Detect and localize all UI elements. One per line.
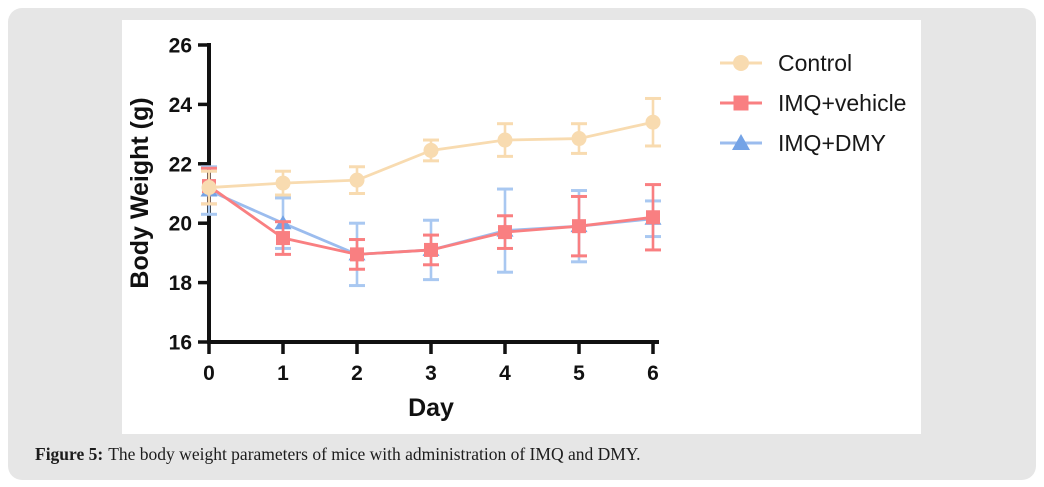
triangle-marker-icon (720, 134, 762, 150)
x-tick-label: 1 (277, 362, 289, 385)
body-weight-chart: 16 18 20 22 24 26 0 1 2 3 4 5 6 Day Body Weight (g) (126, 35, 662, 422)
caption-label: Figure 5: (35, 444, 104, 464)
y-tick-label: 16 (169, 332, 192, 355)
square-marker (350, 247, 364, 262)
figure-caption: Figure 5: The body weight parameters of m… (35, 444, 641, 465)
square-marker (276, 231, 290, 246)
circle-marker-icon (720, 55, 762, 71)
legend-item-control: Control (718, 48, 906, 78)
x-tick-label: 3 (425, 362, 437, 385)
x-tick-label: 0 (203, 362, 215, 385)
figure-panel: 16 18 20 22 24 26 0 1 2 3 4 5 6 Day Body Weight (g) Co… (8, 8, 1036, 480)
y-tick-label: 22 (169, 153, 192, 176)
circle-marker (201, 180, 217, 196)
square-marker (572, 219, 586, 234)
legend-label: Control (778, 49, 853, 76)
caption-text: The body weight parameters of mice with … (108, 444, 641, 464)
legend-item-imq-dmy: IMQ+DMY (718, 128, 906, 158)
y-axis-label: Body Weight (g) (126, 97, 154, 288)
y-tick-label: 20 (169, 213, 192, 236)
y-tick-label: 26 (169, 35, 192, 58)
legend-label: IMQ+vehicle (778, 89, 907, 116)
y-tick-label: 24 (169, 94, 193, 117)
circle-marker (497, 132, 513, 148)
series-control (201, 96, 661, 206)
circle-marker (275, 175, 291, 191)
x-tick-label: 6 (647, 362, 659, 385)
series-imq-vehicle (201, 166, 661, 271)
chart-legend: Control IMQ+vehicle IMQ+DMY (718, 48, 906, 158)
x-tick-label: 2 (351, 362, 363, 385)
y-tick-label: 18 (169, 272, 193, 295)
circle-marker (423, 142, 439, 158)
chart-panel: 16 18 20 22 24 26 0 1 2 3 4 5 6 Day Body Weight (g) Co… (122, 20, 921, 434)
x-tick-label: 5 (573, 362, 585, 385)
x-axis-label: Day (408, 394, 454, 422)
x-tick-label: 4 (499, 362, 511, 385)
square-marker (646, 210, 660, 225)
axes: 16 18 20 22 24 26 0 1 2 3 4 5 6 Day Body Weight (g) (126, 35, 659, 422)
circle-marker (645, 114, 661, 130)
legend-label: IMQ+DMY (778, 129, 886, 156)
circle-marker (349, 172, 365, 188)
legend-item-imq-vehicle: IMQ+vehicle (718, 88, 906, 118)
square-marker-icon (720, 95, 762, 111)
circle-marker (571, 131, 587, 147)
square-marker (498, 225, 512, 240)
square-marker (424, 242, 438, 257)
